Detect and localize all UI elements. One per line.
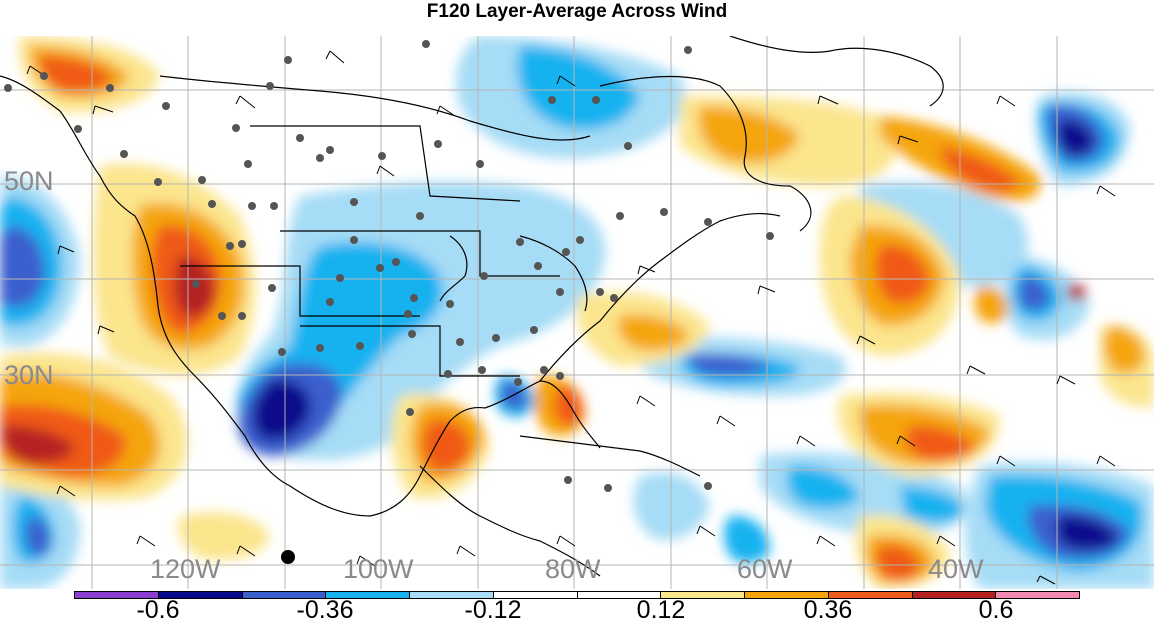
colorbar-segment (493, 592, 578, 598)
colorbar-segment (242, 592, 327, 598)
colorbar-segment (326, 592, 410, 598)
lat-label-50n: 50N (4, 166, 54, 196)
lon-label-100w: 100W (343, 554, 414, 584)
lat-lon-grid (0, 36, 1154, 589)
colorbar-segment (828, 592, 913, 598)
lon-label-120w: 120W (150, 554, 221, 584)
colorbar-label-0-36: 0.36 (803, 596, 853, 624)
lon-label-80w: 80W (545, 554, 601, 584)
colorbar-segment (410, 592, 494, 598)
colorbar-segment (661, 592, 745, 598)
colorbar-segment (996, 592, 1079, 598)
colorbar-segment (158, 592, 243, 598)
colorbar-segment (75, 592, 159, 598)
map-canvas (0, 36, 1154, 589)
colorbar (74, 591, 1080, 599)
coastline-outlines (0, 36, 944, 577)
colorbar-segment (912, 592, 997, 598)
colorbar-label-neg-0-12: -0.12 (464, 596, 522, 624)
colorbar-label-0-12: 0.12 (636, 596, 686, 624)
colorbar-label-neg-0-36: -0.36 (296, 596, 354, 624)
colorbar-label-neg-0-6: -0.6 (136, 596, 180, 624)
station-dots (4, 40, 774, 564)
map-panel: 50N 30N 120W 100W 80W 60W 40W (0, 36, 1154, 589)
anomaly-field (0, 36, 1154, 589)
lat-label-30n: 30N (4, 360, 54, 390)
lon-label-60w: 60W (737, 554, 793, 584)
colorbar-segment (745, 592, 829, 598)
map-title: F120 Layer-Average Across Wind (426, 1, 728, 22)
colorbar-label-0-6: 0.6 (978, 596, 1014, 624)
colorbar-segment (577, 592, 662, 598)
lon-label-40w: 40W (928, 554, 984, 584)
